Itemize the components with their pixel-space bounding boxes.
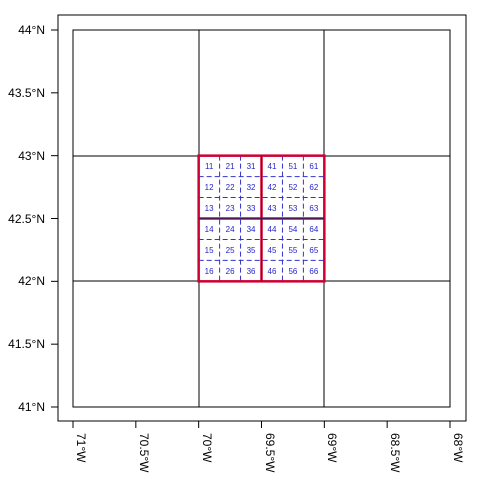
cell-label: 36 — [247, 267, 256, 276]
cell-label: 63 — [309, 204, 318, 213]
cell-label: 25 — [226, 246, 235, 255]
y-tick-label: 42.5°N — [8, 212, 45, 226]
cell-label: 45 — [268, 246, 277, 255]
y-tick-label: 43.5°N — [8, 86, 45, 100]
x-tick-label: 69.5°W — [263, 433, 277, 473]
cell-label: 32 — [247, 183, 256, 192]
cell-label: 53 — [288, 204, 297, 213]
cell-label: 34 — [247, 225, 256, 234]
y-tick-label: 44°N — [18, 23, 45, 37]
y-axis-tick-labels: 44°N 43.5°N 43°N 42.5°N 42°N 41.5°N 41°N — [8, 23, 45, 414]
cell-label: 66 — [309, 267, 318, 276]
cell-label: 31 — [247, 162, 256, 171]
cell-label: 54 — [288, 225, 297, 234]
cell-label: 61 — [309, 162, 318, 171]
cell-label: 65 — [309, 246, 318, 255]
cell-label: 16 — [205, 267, 214, 276]
cell-label: 56 — [288, 267, 297, 276]
cell-label: 64 — [309, 225, 318, 234]
cell-label: 55 — [288, 246, 297, 255]
cell-label: 44 — [268, 225, 277, 234]
cell-label: 14 — [205, 225, 214, 234]
x-tick-label: 70.5°W — [137, 433, 151, 473]
y-tick-label: 41°N — [18, 400, 45, 414]
medium-grid — [199, 156, 325, 282]
cell-label: 21 — [226, 162, 235, 171]
cell-label: 46 — [268, 267, 277, 276]
cell-label: 51 — [288, 162, 297, 171]
y-tick-label: 42°N — [18, 274, 45, 288]
x-tick-label: 69°W — [325, 433, 339, 463]
cell-label: 42 — [268, 183, 277, 192]
y-tick-label: 43°N — [18, 149, 45, 163]
cell-label: 43 — [268, 204, 277, 213]
cell-label: 41 — [268, 162, 277, 171]
cell-label: 33 — [247, 204, 256, 213]
cell-label: 22 — [226, 183, 235, 192]
x-tick-label: 70°W — [200, 433, 214, 463]
x-axis-tick-labels: 71°W 70.5°W 70°W 69.5°W 69°W 68.5°W 68°W — [74, 433, 465, 473]
cell-label: 52 — [288, 183, 297, 192]
cell-label: 26 — [226, 267, 235, 276]
cell-label: 24 — [226, 225, 235, 234]
cell-label: 12 — [205, 183, 214, 192]
y-tick-label: 41.5°N — [8, 337, 45, 351]
cell-label: 35 — [247, 246, 256, 255]
x-tick-label: 68.5°W — [388, 433, 402, 473]
cell-label: 23 — [226, 204, 235, 213]
x-tick-label: 68°W — [451, 433, 465, 463]
x-tick-label: 71°W — [74, 433, 88, 463]
cell-label: 15 — [205, 246, 214, 255]
cell-label: 62 — [309, 183, 318, 192]
cell-label: 13 — [205, 204, 214, 213]
cell-label: 11 — [205, 162, 214, 171]
